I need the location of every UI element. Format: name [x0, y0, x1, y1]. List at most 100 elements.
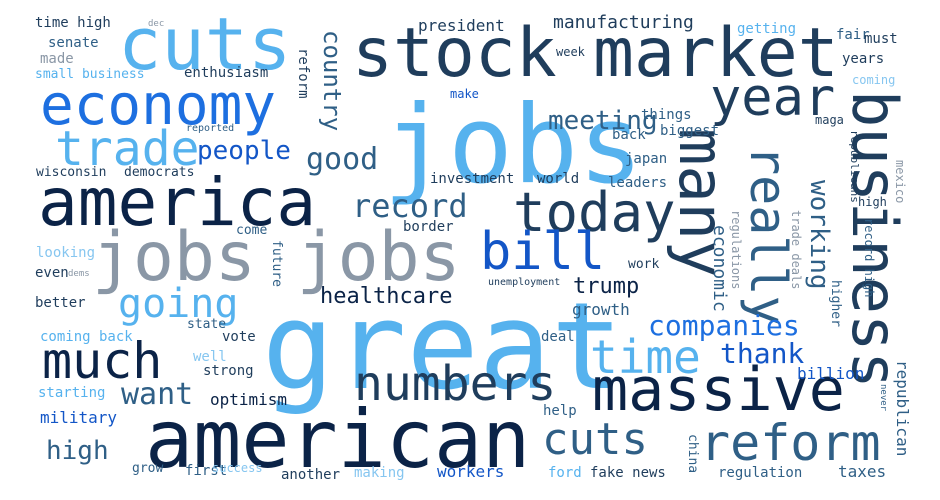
- word-republicans: republicans: [848, 130, 861, 203]
- word-higher: higher: [828, 280, 843, 327]
- word-high: high: [46, 436, 109, 466]
- word-economic: economic: [709, 225, 730, 312]
- word-even: even: [35, 265, 69, 281]
- word-reform-small: reform: [295, 48, 311, 99]
- word-investment: investment: [430, 171, 515, 187]
- word-fake-news: fake news: [590, 465, 666, 481]
- word-want: want: [121, 377, 194, 412]
- word-market: market: [593, 14, 839, 93]
- word-fair: fair: [836, 27, 870, 43]
- word-dems: dems: [68, 269, 90, 279]
- word-another: another: [281, 467, 341, 483]
- word-numbers: numbers: [354, 356, 557, 412]
- word-thank: thank: [720, 337, 805, 370]
- word-stock: stock: [352, 14, 557, 93]
- word-future: future: [269, 240, 284, 287]
- word-many: many: [665, 128, 738, 278]
- word-country: country: [318, 30, 346, 132]
- word-japan: japan: [625, 151, 668, 167]
- word-going: going: [118, 281, 239, 327]
- word-trade: trade: [55, 121, 200, 177]
- word-high-right: high: [858, 195, 887, 209]
- word-border: border: [403, 219, 454, 235]
- word-state: state: [187, 317, 227, 332]
- word-mexico: mexico: [893, 160, 907, 204]
- word-starting: starting: [38, 385, 106, 401]
- word-looking: looking: [36, 245, 96, 261]
- word-meeting: meeting: [548, 106, 658, 136]
- word-billion: billion: [797, 364, 865, 383]
- word-made: made: [40, 51, 74, 67]
- word-time-high: time high: [35, 15, 111, 31]
- word-jobs-jobs: jobs jobs: [92, 218, 461, 297]
- word-success: success: [212, 461, 263, 475]
- word-america: america: [38, 164, 317, 241]
- word-well: well: [193, 349, 227, 365]
- word-workers: workers: [437, 462, 505, 481]
- word-president: president: [418, 16, 505, 35]
- word-better: better: [35, 295, 86, 311]
- word-grow: grow: [132, 461, 164, 476]
- word-leaders: leaders: [608, 175, 668, 191]
- word-bill: bill: [480, 222, 606, 282]
- word-people: people: [197, 136, 291, 166]
- word-trump: trump: [573, 274, 640, 299]
- word-massive: massive: [592, 355, 845, 425]
- word-republican: republican: [893, 360, 912, 457]
- word-regulation: regulation: [718, 465, 803, 481]
- word-coming: coming: [852, 73, 896, 87]
- word-make: make: [450, 87, 479, 101]
- word-senate: senate: [48, 35, 99, 51]
- word-must: must: [864, 31, 898, 47]
- word-time: time: [590, 330, 701, 384]
- word-military: military: [40, 408, 118, 427]
- word-record: record: [352, 187, 468, 225]
- word-great: great: [262, 278, 624, 417]
- word-week: week: [556, 45, 585, 59]
- word-never: never: [878, 384, 888, 412]
- word-wisconsin: wisconsin: [36, 165, 107, 180]
- word-jobs: jobs: [383, 83, 644, 208]
- word-years: years: [842, 51, 885, 67]
- word-china: china: [685, 434, 700, 474]
- word-making: making: [354, 465, 405, 481]
- word-cuts-bottom: cuts: [542, 414, 648, 465]
- word-working: working: [804, 180, 834, 290]
- word-healthcare: healthcare: [320, 284, 453, 309]
- word-regulations: regulations: [729, 210, 743, 290]
- word-today: today: [513, 181, 676, 244]
- word-dec: dec: [148, 19, 165, 29]
- word-biggest: biggest: [660, 123, 720, 139]
- word-coming-back: coming back: [40, 329, 133, 345]
- word-things: things: [641, 107, 692, 123]
- word-reported: reported: [186, 123, 235, 134]
- word-enthusiasm: enthusiasm: [184, 65, 269, 81]
- word-business: business: [838, 90, 911, 389]
- word-growth: growth: [572, 300, 630, 319]
- word-reform: reform: [700, 414, 881, 472]
- word-strong: strong: [203, 363, 254, 379]
- word-year: year: [710, 68, 836, 128]
- word-maga: maga: [815, 113, 844, 127]
- word-american: american: [145, 393, 531, 486]
- word-manufacturing: manufacturing: [553, 12, 694, 33]
- word-cuts-top: cuts: [118, 2, 292, 86]
- word-really: really: [739, 145, 797, 326]
- word-getting: getting: [737, 21, 797, 37]
- word-vote: vote: [222, 329, 256, 345]
- word-record-high: record high: [862, 218, 876, 298]
- word-economy: economy: [40, 73, 277, 138]
- word-small-business: small business: [35, 67, 145, 82]
- word-much: much: [42, 332, 163, 390]
- word-world: world: [537, 171, 580, 187]
- word-companies: companies: [648, 309, 800, 342]
- word-optimism: optimism: [210, 390, 288, 409]
- word-unemployment: unemployment: [488, 277, 561, 288]
- word-ford: ford: [548, 465, 582, 481]
- word-come: come: [236, 223, 268, 238]
- word-first: first: [185, 463, 228, 479]
- word-good: good: [306, 142, 379, 177]
- word-deal: deal: [541, 329, 575, 345]
- word-back: back: [612, 127, 646, 143]
